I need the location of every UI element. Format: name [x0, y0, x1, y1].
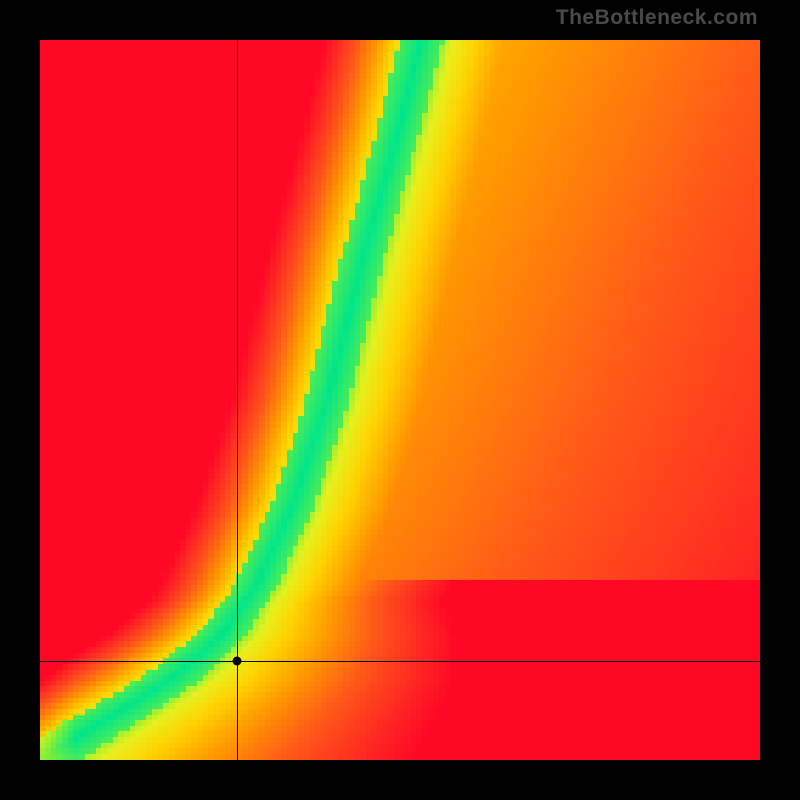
watermark-text: TheBottleneck.com — [556, 6, 758, 30]
heatmap-canvas — [40, 40, 760, 760]
heatmap-plot — [40, 40, 760, 760]
crosshair-marker-dot — [232, 656, 241, 665]
crosshair-horizontal — [40, 661, 760, 662]
crosshair-vertical — [237, 40, 238, 760]
